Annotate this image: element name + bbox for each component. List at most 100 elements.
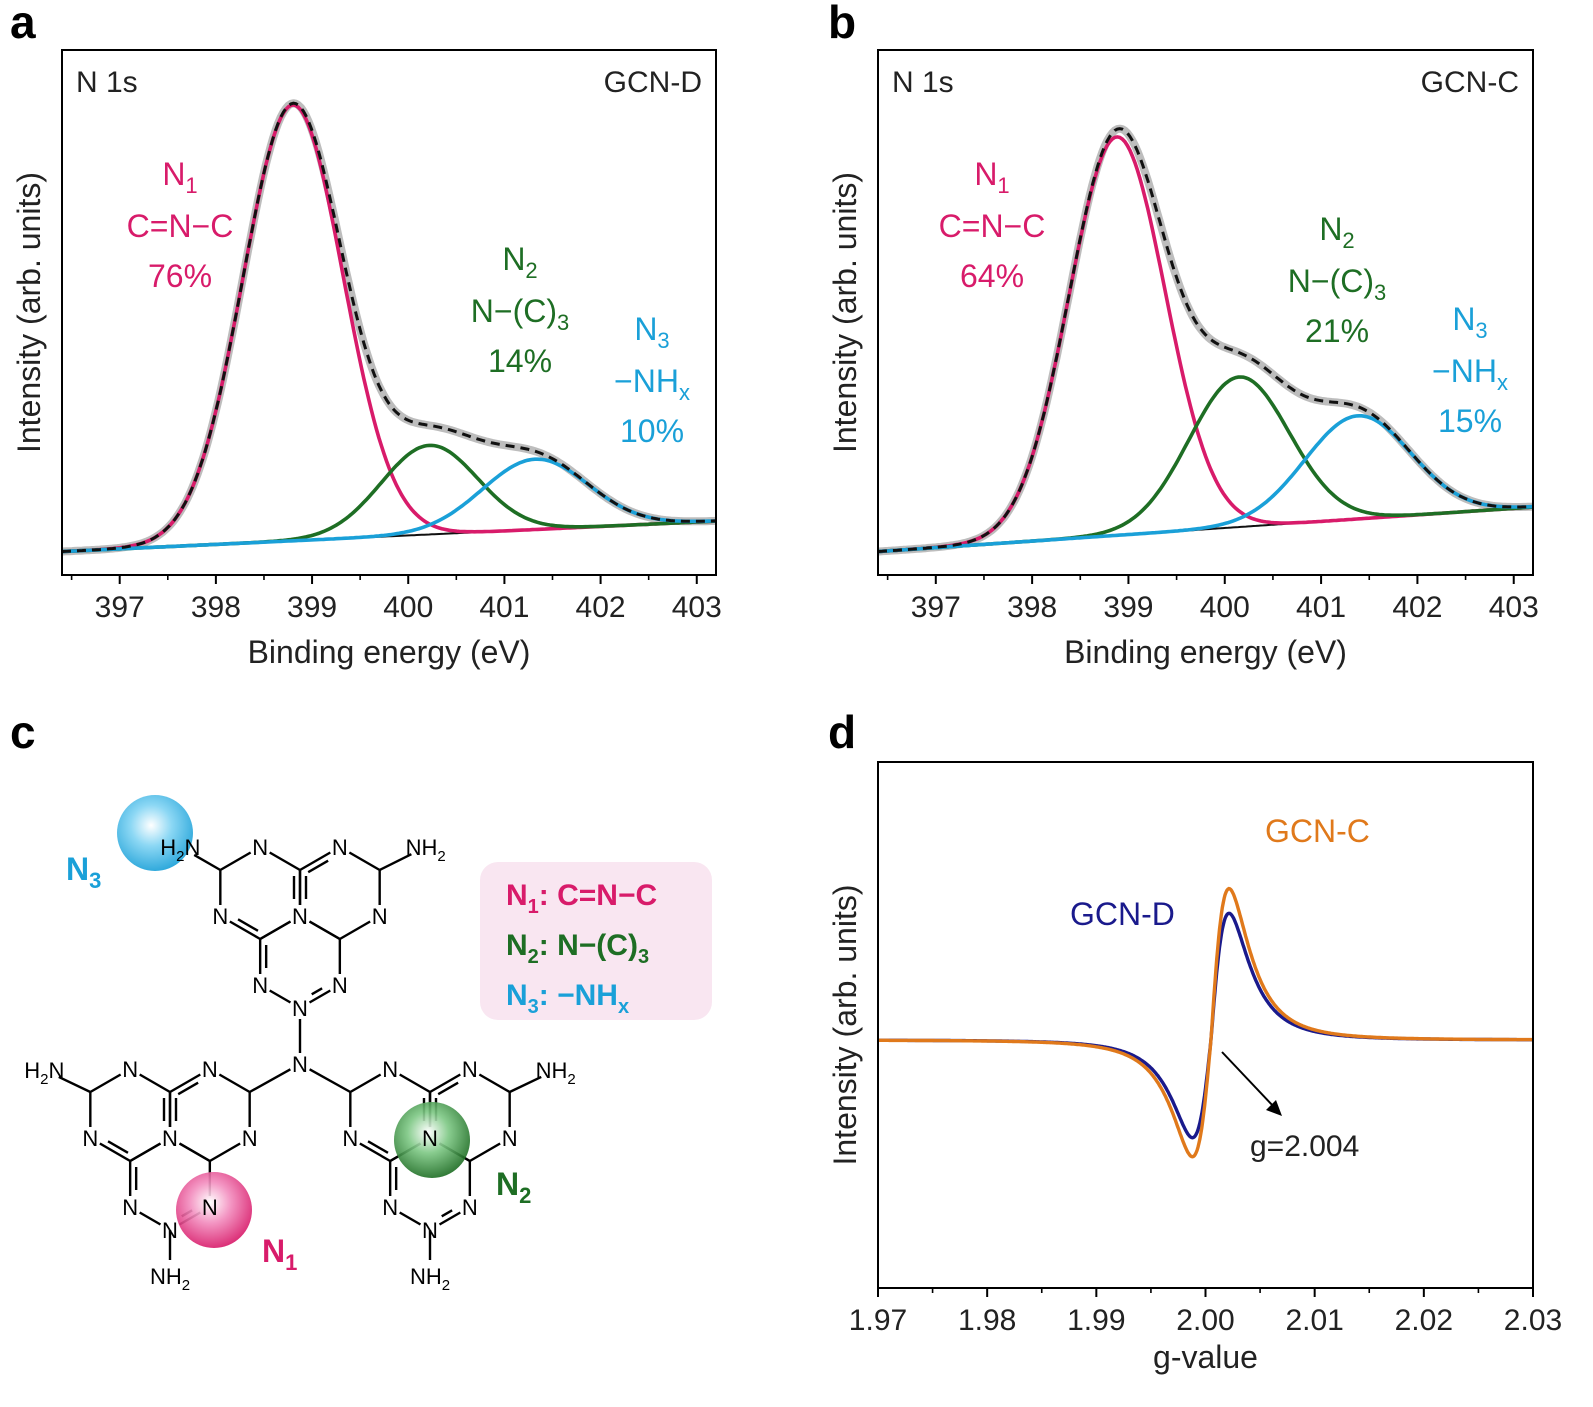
legend-tail: x xyxy=(618,996,629,1018)
n1-marker-sub: 1 xyxy=(285,1250,297,1275)
bond-line xyxy=(429,1073,461,1094)
x-tick-label: 402 xyxy=(576,591,626,624)
peak-n3-assignment: −NHx xyxy=(1432,353,1508,395)
x-tick-label: 1.97 xyxy=(849,1304,907,1337)
chart-b: 397 398 399 400 401 402 403 Binding energy (eV)… xyxy=(827,49,1539,670)
amine-top-left: H2N xyxy=(160,835,200,865)
legend-sub: 1 xyxy=(528,896,539,918)
nitrogen-atom: N xyxy=(502,1126,518,1151)
sample-label: GCN-C xyxy=(1421,66,1519,99)
plot-frame xyxy=(61,49,717,576)
bond-line xyxy=(139,1073,171,1094)
panel-letter-d: d xyxy=(828,706,856,758)
amine-tail: N xyxy=(184,835,200,860)
nitrogen-atom: N xyxy=(372,904,388,929)
x-tick-label: 401 xyxy=(479,591,529,624)
legend-tail: 3 xyxy=(638,946,649,968)
amine-main: H xyxy=(24,1058,40,1083)
n2-marker-sub: 2 xyxy=(519,1183,531,1208)
legend-sub: 3 xyxy=(528,996,539,1018)
series-gcn-d-label: GCN-D xyxy=(1070,896,1175,932)
nitrogen-atom: N xyxy=(252,973,268,998)
peak-n3-name: N3 xyxy=(634,311,669,353)
bond-line xyxy=(299,851,331,872)
nitrogen-atom: N xyxy=(162,1218,178,1243)
amine-bond-line xyxy=(193,853,221,872)
n2-marker-main: N xyxy=(496,1166,519,1202)
nitrogen-atom: N xyxy=(292,904,308,929)
n2-marker: N2 xyxy=(496,1166,531,1208)
chart-d: 1.97 1.98 1.99 2.00 2.01 2.02 2.03 g-value Inten… xyxy=(827,761,1562,1375)
x-axis-label: Binding energy (eV) xyxy=(248,634,531,670)
legend-box xyxy=(480,862,712,1020)
experimental-envelope xyxy=(876,124,1535,556)
peak-n2-name: N2 xyxy=(502,241,537,283)
bond-line xyxy=(478,1073,511,1094)
bond-line xyxy=(269,851,301,872)
nitrogen-atom: N xyxy=(462,1057,478,1082)
panel-letter-a: a xyxy=(10,0,36,48)
peak-n3-curve xyxy=(61,457,717,554)
nitrogen-atom: N xyxy=(242,1126,258,1151)
peak-n1-percent: 64% xyxy=(960,258,1024,294)
peak-name-main: N xyxy=(634,311,657,347)
plot-frame xyxy=(877,49,1534,576)
amine-main: NH xyxy=(150,1264,182,1289)
x-tick-label: 1.99 xyxy=(1067,1304,1125,1337)
y-axis-label: Intensity (arb. units) xyxy=(827,172,863,453)
assignment-main: C=N−C xyxy=(939,208,1046,244)
n3-highlight-circle xyxy=(117,795,193,871)
y-axis-label: Intensity (arb. units) xyxy=(11,172,47,453)
amine-sub: 2 xyxy=(442,1277,450,1294)
peak-n1-assignment: C=N−C xyxy=(127,208,234,244)
amine-bond-line xyxy=(509,1075,542,1094)
amine-main: NH xyxy=(536,1058,568,1083)
spectrum-title: N 1s xyxy=(892,66,954,99)
bond-line xyxy=(219,851,252,872)
peak-name-sub: 2 xyxy=(525,258,537,283)
peak-n1-curve xyxy=(877,135,1534,554)
panel-letter-b: b xyxy=(828,0,856,48)
x-tick-label: 402 xyxy=(1392,591,1442,624)
x-tick-label: 2.00 xyxy=(1176,1304,1234,1337)
bond-line xyxy=(178,1142,211,1163)
amine-sub: 2 xyxy=(567,1071,575,1088)
amine-tail: N xyxy=(48,1058,64,1083)
bond-line xyxy=(99,1142,131,1163)
nitrogen-atom: N xyxy=(422,1126,438,1151)
peak-name-main: N xyxy=(502,241,525,277)
assignment-sub: x xyxy=(1497,370,1508,395)
x-tick-label: 398 xyxy=(191,591,241,624)
x-tick-label: 398 xyxy=(1007,591,1057,624)
plot-frame xyxy=(877,761,1534,1289)
structure-highlights xyxy=(117,795,470,1248)
x-tick-label: 2.03 xyxy=(1504,1304,1562,1337)
legend-text: : N−(C) xyxy=(539,929,638,962)
bond-line xyxy=(139,1211,162,1226)
peak-n1-name: N1 xyxy=(974,156,1009,198)
nitrogen-atom: N xyxy=(382,1195,398,1220)
bond-line xyxy=(359,1142,391,1163)
amine-sub: 2 xyxy=(437,848,445,865)
legend-main: N xyxy=(506,879,528,912)
bond-line xyxy=(399,1073,431,1094)
spectrum-title: N 1s xyxy=(76,66,138,99)
x-tick-label: 2.01 xyxy=(1285,1304,1343,1337)
peak-n3-name: N3 xyxy=(1452,301,1487,343)
bond-line xyxy=(259,920,292,941)
legend-main: N xyxy=(506,979,528,1012)
x-tick-label: 403 xyxy=(672,591,722,624)
bond-line xyxy=(399,1211,422,1226)
bond-line xyxy=(308,920,341,941)
legend-main: N xyxy=(506,929,528,962)
x-tick-label: 403 xyxy=(1489,591,1539,624)
bond-line xyxy=(129,1142,162,1163)
legend-text: : C=N−C xyxy=(539,879,657,912)
nitrogen-atom: N xyxy=(202,1195,218,1220)
nitrogen-atom: N xyxy=(292,1052,308,1077)
peak-name-sub: 3 xyxy=(657,328,669,353)
assignment-main: −NH xyxy=(1432,353,1497,389)
assignment-main: N−(C) xyxy=(471,293,557,329)
